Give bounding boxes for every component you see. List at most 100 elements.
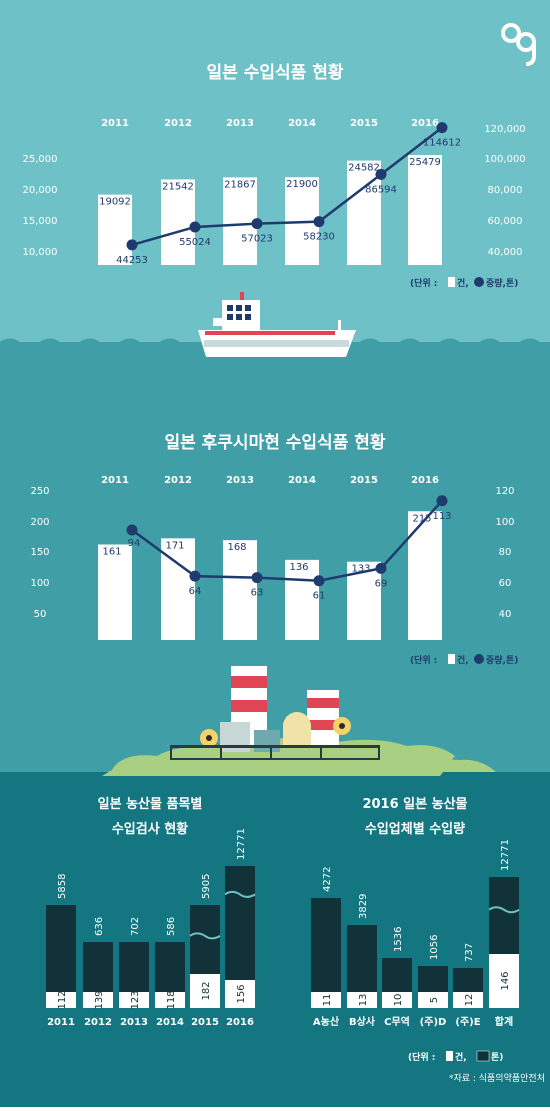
- line-value-label: 58230: [303, 232, 335, 243]
- line-series-path: [131, 499, 443, 582]
- axis-break-mark: [224, 890, 256, 898]
- bar-value-label: 133: [351, 564, 370, 575]
- line-value-label: 64: [189, 586, 202, 597]
- tons-value-label: 3829: [358, 894, 369, 919]
- right-axis-tick: 40: [499, 609, 512, 620]
- right-axis-tick: 120: [495, 486, 514, 497]
- right-axis-tick: 120,000: [484, 124, 525, 135]
- line-point: [251, 218, 263, 230]
- line-series-path: [131, 126, 443, 247]
- line-point: [189, 221, 201, 233]
- bar-count: [311, 992, 341, 1008]
- line-point: [126, 524, 138, 536]
- legend-line-label: 중량,톤): [486, 654, 518, 666]
- tons-value-label: 1056: [429, 935, 440, 960]
- bar-value-label: 21867: [224, 179, 256, 190]
- axis-break-mark: [488, 906, 520, 914]
- ship-illustration: [198, 292, 356, 357]
- line-value-label: 57023: [241, 234, 273, 245]
- left-axis-tick: 200: [30, 517, 49, 528]
- legend-line-swatch: [474, 654, 484, 664]
- unit-label: (단위 :: [410, 654, 437, 666]
- unit-label: (단위 :: [408, 1051, 435, 1063]
- left-axis-tick: 150: [30, 547, 49, 558]
- x-tick-label: 2014: [288, 118, 316, 129]
- unit-label: (단위 :: [410, 277, 437, 289]
- count-value-label: 118: [166, 990, 177, 1009]
- left-axis-tick: 10,000: [23, 247, 58, 258]
- count-value-label: 12: [464, 994, 475, 1007]
- chart-title: 일본 후쿠시마현 수입식품 현황: [164, 432, 385, 453]
- count-value-label: 182: [201, 981, 212, 1000]
- bar-tons: [46, 905, 76, 1008]
- legend-bar-label: 건,: [457, 277, 469, 289]
- line-point: [313, 575, 325, 587]
- count-value-label: 10: [393, 994, 404, 1007]
- legend-count-label: 건,: [455, 1051, 467, 1063]
- bar-value-label: 171: [165, 540, 184, 551]
- x-tick-label: 2016: [411, 118, 439, 129]
- legend-count-swatch: [446, 1051, 453, 1061]
- count-value-label: 139: [94, 990, 105, 1009]
- top-background: [0, 0, 550, 345]
- bar-count: [489, 954, 519, 1008]
- x-tick-label: 2011: [47, 1017, 75, 1028]
- x-tick-label: 2015: [350, 475, 378, 486]
- bar-count: [155, 992, 185, 1008]
- line-point: [313, 216, 325, 228]
- tons-value-label: 5905: [201, 874, 212, 899]
- legend-bar-label: 건,: [457, 654, 469, 666]
- x-tick-label: 2016: [411, 475, 439, 486]
- chart-title: 수입검사 현황: [112, 821, 188, 837]
- line-value-label: 113: [432, 511, 451, 522]
- right-axis-tick: 100: [495, 517, 514, 528]
- bar: [98, 194, 132, 265]
- bar-value-label: 25479: [409, 157, 441, 168]
- bottom-background: [0, 772, 550, 1107]
- left-axis-tick: 20,000: [23, 185, 58, 196]
- count-value-label: 123: [130, 990, 141, 1009]
- x-tick-label: 2014: [288, 475, 316, 486]
- line-value-label: 94: [128, 538, 141, 549]
- axis-break-mark: [189, 932, 221, 940]
- count-value-label: 146: [500, 971, 511, 990]
- line-value-label: 114612: [423, 138, 461, 149]
- left-axis-tick: 15,000: [23, 216, 58, 227]
- legend-bar-swatch: [448, 277, 455, 287]
- line-value-label: 69: [375, 578, 388, 589]
- chart-title: 수입업체별 수입량: [365, 821, 465, 837]
- bar-value-label: 19092: [99, 197, 131, 208]
- x-tick-label: 2015: [191, 1017, 219, 1028]
- count-value-label: 11: [322, 994, 333, 1007]
- bar-count: [190, 974, 220, 1008]
- bar-count: [46, 992, 76, 1008]
- x-tick-label: 2011: [101, 475, 129, 486]
- chart-title: 일본 농산물 품목별: [98, 796, 203, 812]
- left-axis-tick: 25,000: [23, 154, 58, 165]
- count-value-label: 156: [236, 984, 247, 1003]
- line-point: [126, 239, 138, 251]
- bar-value-label: 21542: [162, 181, 194, 192]
- line-point: [189, 570, 201, 582]
- right-axis-tick: 40,000: [488, 247, 523, 258]
- x-tick-label: 2013: [120, 1017, 148, 1028]
- bar-value-label: 24582: [348, 163, 380, 174]
- count-value-label: 112: [57, 990, 68, 1009]
- count-value-label: 5: [429, 997, 440, 1003]
- legend-bar-swatch: [448, 654, 455, 664]
- right-axis-tick: 60: [499, 578, 512, 589]
- line-point: [436, 495, 448, 507]
- line-value-label: 86594: [365, 184, 397, 195]
- bar: [285, 559, 319, 640]
- bar: [223, 177, 257, 265]
- right-axis-tick: 80: [499, 547, 512, 558]
- bar: [223, 540, 257, 640]
- x-tick-label: 2013: [226, 118, 254, 129]
- line-point: [436, 122, 448, 134]
- x-tick-label: 2014: [156, 1017, 184, 1028]
- tons-value-label: 636: [94, 917, 105, 936]
- bar: [98, 544, 132, 640]
- legend-tons-label: 톤): [491, 1052, 503, 1063]
- line-value-label: 63: [251, 588, 264, 599]
